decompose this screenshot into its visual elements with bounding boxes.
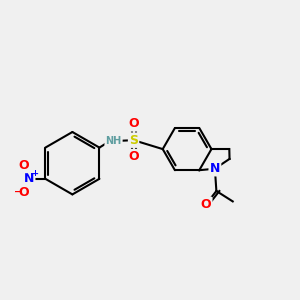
Text: +: + [31,169,38,178]
Text: O: O [18,186,29,199]
Text: O: O [201,198,211,211]
Text: −: − [14,187,22,197]
Text: S: S [129,134,138,147]
Text: O: O [128,150,139,163]
Text: N: N [24,172,34,185]
Text: O: O [128,117,139,130]
Text: N: N [210,162,220,175]
Text: O: O [18,159,29,172]
Text: NH: NH [105,136,122,146]
